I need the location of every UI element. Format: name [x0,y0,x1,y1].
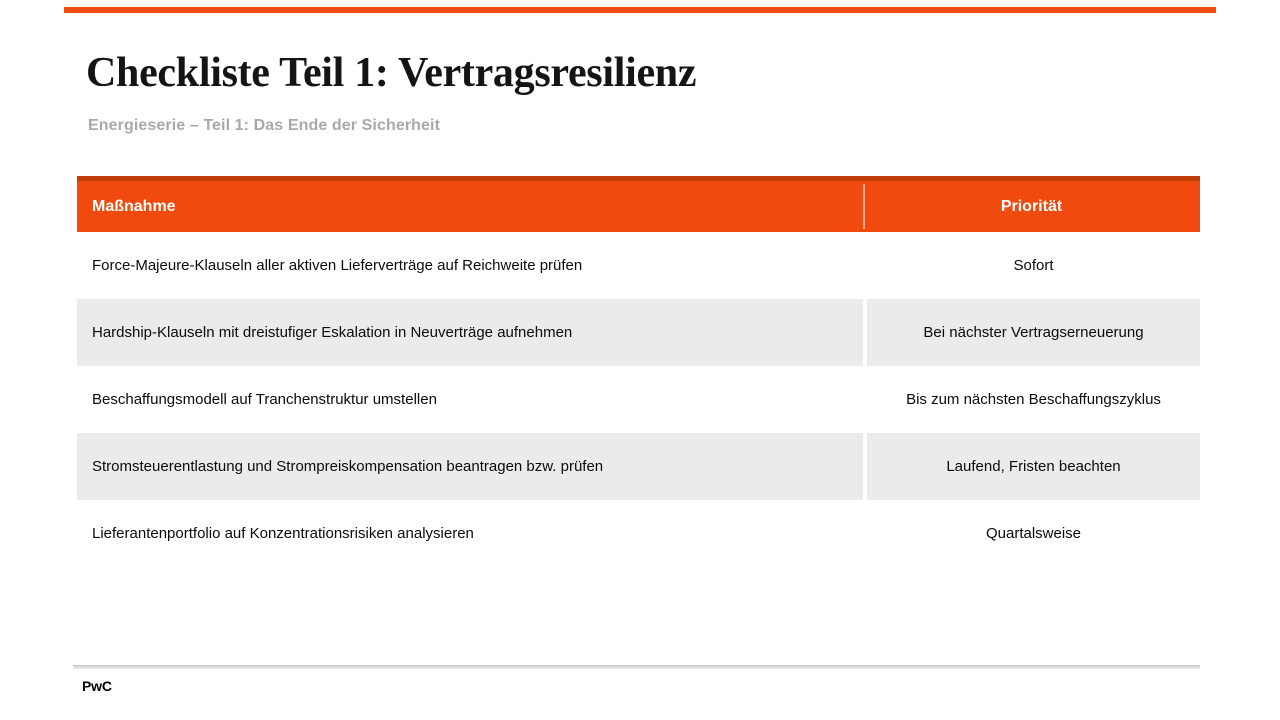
table-row: Hardship-Klauseln mit dreistufiger Eskal… [77,299,1200,366]
table-cell-prioritaet: Laufend, Fristen beachten [867,433,1200,500]
table-row: Beschaffungsmodell auf Tranchenstruktur … [77,366,1200,433]
table-header-row: Maßnahme Priorität [77,181,1200,232]
table-top-border [77,176,1200,181]
table-cell-massnahme: Beschaffungsmodell auf Tranchenstruktur … [92,391,437,408]
table-cell-prioritaet: Bis zum nächsten Beschaffungszyklus [906,391,1161,408]
table-cell-massnahme: Lieferantenportfolio auf Konzentrationsr… [92,525,474,542]
table-row: Force-Majeure-Klauseln aller aktiven Lie… [77,232,1200,299]
table-cell-prioritaet: Sofort [1013,257,1054,274]
footer-divider-line [73,665,1200,669]
checklist-table: Maßnahme Priorität Force-Majeure-Klausel… [77,176,1200,567]
pwc-logo: PwC [82,678,112,694]
table-cell-massnahme: Stromsteuerentlastung und Strompreiskomp… [77,433,863,500]
table-cell-prioritaet: Quartalsweise [985,525,1082,542]
column-divider [863,184,865,229]
table-body: Force-Majeure-Klauseln aller aktiven Lie… [77,232,1200,567]
table-cell-massnahme: Force-Majeure-Klauseln aller aktiven Lie… [92,257,583,274]
page-title: Checkliste Teil 1: Vertragsresilienz [86,50,697,96]
column-header-massnahme: Maßnahme [92,197,176,215]
table-cell-prioritaet: Bei nächster Vertragserneuerung [867,299,1200,366]
page-subtitle: Energieserie – Teil 1: Das Ende der Sich… [88,117,440,134]
top-accent-bar [64,7,1216,13]
table-cell-massnahme: Hardship-Klauseln mit dreistufiger Eskal… [77,299,863,366]
table-row: Stromsteuerentlastung und Strompreiskomp… [77,433,1200,500]
table-row: Lieferantenportfolio auf Konzentrationsr… [77,500,1200,567]
column-header-prioritaet: Priorität [1000,197,1063,215]
